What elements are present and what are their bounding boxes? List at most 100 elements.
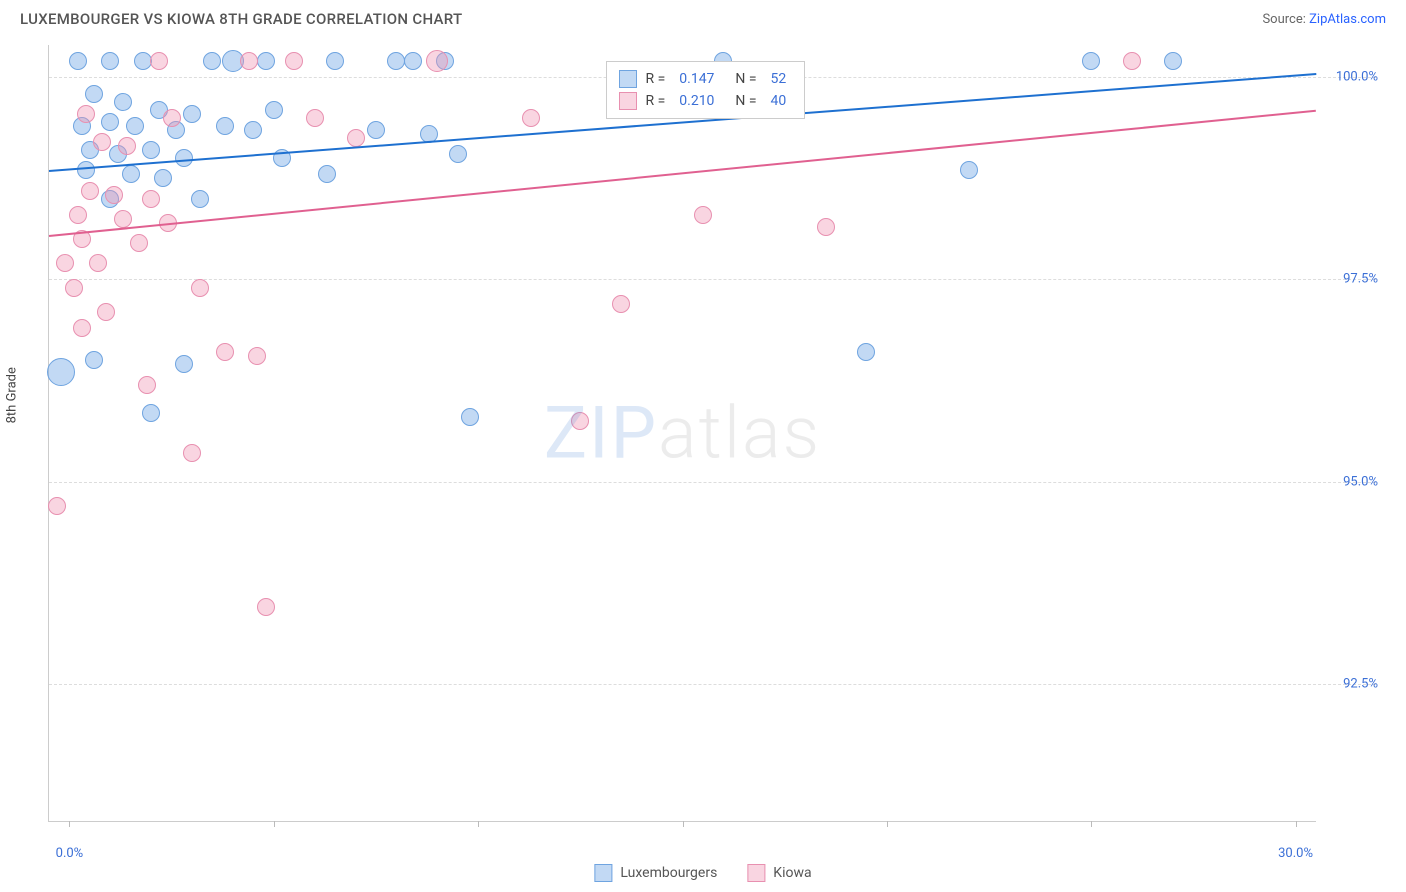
scatter-point [89,254,107,272]
scatter-point [97,303,115,321]
scatter-point [216,343,234,361]
scatter-point [1082,52,1100,70]
x-tick [1296,821,1297,827]
scatter-point [817,218,835,236]
scatter-point [134,52,152,70]
scatter-point [326,52,344,70]
series-legend: Luxembourgers Kiowa [594,864,811,882]
gridline-h [49,279,1376,280]
scatter-point [150,52,168,70]
scatter-point [163,109,181,127]
legend-series-label: Luxembourgers [620,865,717,881]
x-tick [274,821,275,827]
scatter-point [248,347,266,365]
scatter-point [175,355,193,373]
scatter-point [1123,52,1141,70]
gridline-h [49,482,1376,483]
legend-r-value: 0.147 [679,71,714,87]
scatter-point [77,105,95,123]
legend-swatch [619,92,637,110]
legend-item: Kiowa [747,864,811,882]
scatter-point [960,161,978,179]
scatter-point [203,52,221,70]
legend-n-label: N = [728,71,756,87]
gridline-h [49,684,1376,685]
legend-swatch [594,864,612,882]
scatter-point [461,408,479,426]
chart-title: LUXEMBOURGER VS KIOWA 8TH GRADE CORRELAT… [20,10,462,28]
scatter-point [142,404,160,422]
plot-region: ZIPatlas R =0.147 N =52R =0.210 N =40 92… [48,45,1316,822]
scatter-point [93,133,111,151]
scatter-point [69,52,87,70]
scatter-point [857,343,875,361]
legend-r-label: R = [645,71,665,87]
legend-n-value: 40 [771,93,787,109]
scatter-point [257,598,275,616]
y-tick-label: 92.5% [1343,676,1378,691]
scatter-point [118,137,136,155]
x-tick [69,821,70,827]
scatter-point [65,279,83,297]
legend-row: R = 0.147 N = 52 [619,68,792,90]
x-tick [887,821,888,827]
source-link[interactable]: ZipAtlas.com [1309,12,1386,27]
scatter-point [612,295,630,313]
scatter-point [142,190,160,208]
scatter-point [138,376,156,394]
scatter-point [404,52,422,70]
scatter-point [285,52,303,70]
scatter-point [81,182,99,200]
y-tick-label: 100.0% [1336,70,1378,85]
x-tick [1091,821,1092,827]
legend-r-label: R = [645,93,665,109]
trendline [49,110,1316,237]
scatter-point [126,117,144,135]
scatter-point [56,254,74,272]
watermark-atlas: atlas [658,391,821,476]
source-attribution: Source: ZipAtlas.com [1262,12,1386,27]
legend-item: Luxembourgers [594,864,717,882]
watermark-zip: ZIP [544,391,658,476]
legend-n-value: 52 [771,71,787,87]
scatter-point [387,52,405,70]
legend-series-label: Kiowa [773,865,811,881]
scatter-point [265,101,283,119]
scatter-point [240,52,258,70]
legend-swatch [747,864,765,882]
scatter-point [694,206,712,224]
scatter-point [85,351,103,369]
x-tick [478,821,479,827]
y-axis-label: 8th Grade [5,367,20,423]
scatter-point [47,358,75,386]
scatter-point [101,113,119,131]
scatter-point [318,165,336,183]
source-label: Source: [1262,12,1305,27]
header: LUXEMBOURGER VS KIOWA 8TH GRADE CORRELAT… [0,0,1406,28]
x-tick [683,821,684,827]
scatter-point [449,145,467,163]
scatter-point [191,279,209,297]
legend-n-label: N = [728,93,756,109]
correlation-legend: R = 0.147 N = 52 R = 0.210 N = 40 [606,61,805,119]
scatter-point [85,85,103,103]
scatter-point [367,121,385,139]
y-tick-label: 97.5% [1343,272,1378,287]
scatter-point [522,109,540,127]
chart-area: 8th Grade ZIPatlas R =0.147 N =52R =0.21… [40,45,1386,842]
legend-swatch [619,70,637,88]
scatter-point [1164,52,1182,70]
scatter-point [426,50,448,72]
scatter-point [105,186,123,204]
y-tick-label: 95.0% [1343,474,1378,489]
scatter-point [183,105,201,123]
scatter-point [122,165,140,183]
scatter-point [142,141,160,159]
scatter-point [73,319,91,337]
legend-r-value: 0.210 [679,93,714,109]
legend-row: R = 0.210 N = 40 [619,90,792,112]
scatter-point [69,206,87,224]
watermark: ZIPatlas [544,391,821,476]
scatter-point [306,109,324,127]
scatter-point [347,129,365,147]
